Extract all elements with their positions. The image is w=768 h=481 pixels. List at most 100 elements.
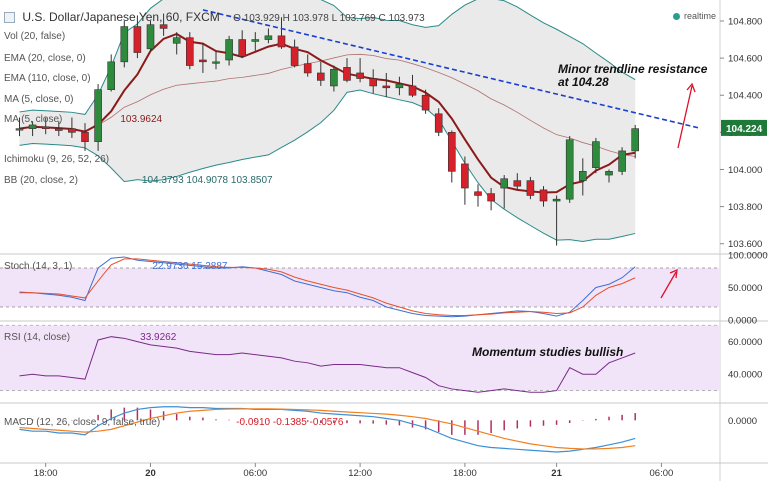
- candle-body: [212, 61, 220, 64]
- candle-body: [631, 128, 640, 152]
- candle-body: [513, 180, 522, 187]
- stoch-tick-label: 50.0000: [728, 283, 762, 294]
- high-value: 103.978: [292, 13, 329, 24]
- price-tick-label: 103.800: [728, 202, 762, 213]
- rsi-tick-label: 40.0000: [728, 370, 762, 381]
- candle-body: [277, 35, 286, 48]
- candle-body: [251, 39, 260, 42]
- stoch-values: 22.9730 15.2887: [152, 261, 228, 272]
- candle-body: [434, 113, 443, 133]
- candle-body: [500, 178, 509, 189]
- candle-body: [81, 132, 89, 142]
- candle-body: [159, 24, 168, 29]
- symbol-title: U.S. Dollar/Japanese Yen, 60, FXCM: [22, 10, 220, 24]
- rsi-tick-label: 60.0000: [728, 337, 762, 348]
- price-tick-label: 104.000: [728, 165, 762, 176]
- arrow-up-main-head: [686, 82, 696, 93]
- close-value: 103.973: [388, 13, 425, 24]
- candle-body: [461, 163, 469, 189]
- rsi-line: [19, 336, 636, 393]
- trendline-resistance: [202, 9, 699, 129]
- candle-body: [605, 171, 613, 176]
- price-tick-label: 104.800: [728, 16, 762, 27]
- candle-body: [382, 85, 391, 89]
- candle-body: [133, 26, 142, 53]
- candle-body: [539, 189, 548, 202]
- candle-body: [290, 46, 299, 66]
- macd-tick-label: 0.0000: [728, 416, 757, 427]
- candle-body: [120, 26, 129, 63]
- stoch-tick-label: 100.0000: [728, 251, 768, 262]
- annotation-trendline-line1: Minor trendline resistance: [558, 62, 708, 76]
- stoch-legend[interactable]: Stoch (14, 3, 1) 22.9730 15.2887: [4, 261, 228, 272]
- indicator-bb[interactable]: BB (20, close, 2) 104.3793 104.9078 103.8…: [4, 175, 273, 186]
- candle-body: [343, 67, 351, 81]
- bb-fill: [19, 0, 636, 242]
- annotation-momentum: Momentum studies bullish: [472, 345, 624, 359]
- time-tick-label: 18:00: [453, 468, 477, 479]
- candle-body: [41, 126, 50, 129]
- open-value: 103.929: [243, 13, 280, 24]
- ohlc-values: O 103.929 H 103.978 L 103.769 C 103.973: [233, 13, 425, 24]
- candle-body: [28, 124, 37, 129]
- macd-legend[interactable]: MACD (12, 26, close, 9, false, true) -0.0…: [4, 417, 344, 428]
- indicator-ema-b[interactable]: EMA (110, close, 0): [4, 73, 91, 84]
- candle-body: [172, 37, 181, 44]
- time-tick-label: 18:00: [34, 468, 58, 479]
- time-tick-label: 06:00: [243, 468, 267, 479]
- realtime-badge: realtime: [672, 11, 716, 21]
- chart-header: U.S. Dollar/Japanese Yen, 60, FXCM O 103…: [4, 10, 425, 24]
- indicator-ema-a[interactable]: EMA (20, close, 0): [4, 53, 86, 64]
- bb-basis-line: [19, 53, 636, 157]
- candle-body: [408, 85, 417, 96]
- rsi-legend[interactable]: RSI (14, close) 33.9262: [4, 332, 177, 343]
- candle-body: [54, 128, 63, 131]
- candle-body: [316, 72, 325, 81]
- candle-body: [592, 141, 600, 168]
- candle-body: [68, 128, 76, 133]
- stoch-band: [0, 268, 720, 307]
- candle-body: [146, 24, 155, 50]
- collapse-icon[interactable]: [4, 12, 15, 24]
- indicator-vol[interactable]: Vol (20, false): [4, 31, 66, 42]
- realtime-dot-icon: [672, 13, 680, 21]
- rsi-band: [0, 325, 720, 391]
- price-tick-label: 104.600: [728, 54, 762, 65]
- indicator-ichimoku[interactable]: Ichimoku (9, 26, 52, 26): [4, 154, 110, 165]
- candle-body: [526, 180, 535, 196]
- candle-body: [565, 139, 574, 200]
- candle-body: [356, 72, 364, 79]
- candle-body: [421, 94, 430, 111]
- candle-body: [618, 150, 626, 172]
- candle-body: [225, 39, 233, 61]
- macd-line: [19, 406, 636, 453]
- bb-values: 104.3793 104.9078 103.8507: [141, 175, 273, 186]
- bb-lower-line: [19, 89, 636, 243]
- candle-body: [107, 61, 115, 90]
- time-tick-label: 12:00: [348, 468, 372, 479]
- candle-body: [369, 78, 378, 87]
- low-value: 103.769: [339, 13, 376, 24]
- candle-body: [447, 132, 456, 172]
- last-price-label: 104.224: [726, 124, 763, 135]
- price-tick-label: 104.400: [728, 91, 762, 102]
- candle-body: [264, 35, 273, 40]
- candle-body: [395, 83, 404, 89]
- candle-body: [474, 191, 482, 196]
- candle-body: [238, 39, 246, 57]
- candle-body: [578, 171, 587, 181]
- time-tick-label: 06:00: [650, 468, 674, 479]
- time-tick-label: 20: [145, 468, 156, 479]
- indicator-ma-b[interactable]: MA (5, close) 103.9624: [4, 114, 163, 125]
- ma-b-value: 103.9624: [120, 114, 163, 125]
- candle-body: [199, 59, 207, 63]
- rsi-value: 33.9262: [140, 332, 177, 343]
- annotation-trendline-line2: at 104.28: [558, 75, 609, 89]
- candle-body: [94, 89, 102, 142]
- indicator-ma-a[interactable]: MA (5, close, 0): [4, 94, 74, 105]
- last-price-box: [721, 119, 767, 136]
- candle-body: [186, 37, 194, 66]
- time-tick-label: 21: [551, 468, 562, 479]
- candle-body: [487, 193, 495, 202]
